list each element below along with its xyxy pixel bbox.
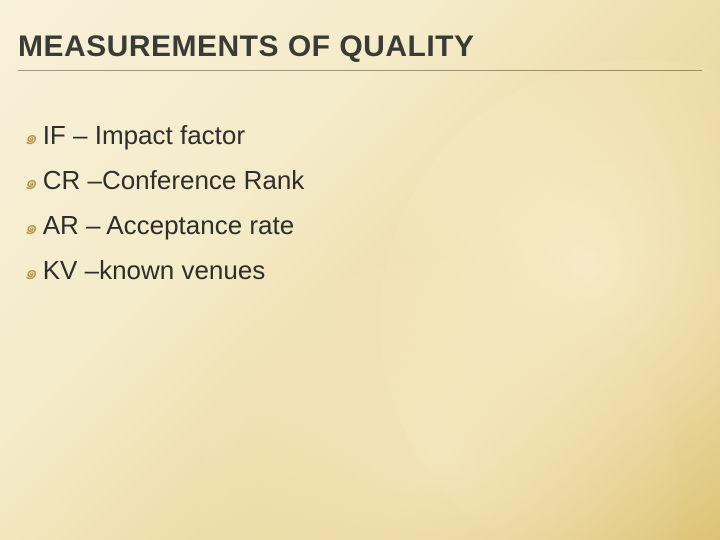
bullet-icon: ๑ — [24, 218, 37, 238]
bullet-text: AR – Acceptance rate — [43, 208, 294, 243]
list-item: ๑ AR – Acceptance rate — [24, 208, 680, 243]
bullet-text: KV –known venues — [43, 253, 266, 288]
bullet-icon: ๑ — [24, 128, 37, 148]
title-underline — [18, 70, 702, 71]
list-item: ๑ CR –Conference Rank — [24, 163, 680, 198]
bullet-icon: ๑ — [24, 173, 37, 193]
content-area: ๑ IF – Impact factor ๑ CR –Conference Ra… — [24, 118, 680, 298]
list-item: ๑ IF – Impact factor — [24, 118, 680, 153]
slide: MEASUREMENTS OF QUALITY ๑ IF – Impact fa… — [0, 0, 720, 540]
slide-title: MEASUREMENTS OF QUALITY — [18, 30, 702, 70]
bullet-icon: ๑ — [24, 263, 37, 283]
title-area: MEASUREMENTS OF QUALITY — [18, 30, 702, 71]
bullet-text: IF – Impact factor — [43, 118, 245, 153]
bullet-text: CR –Conference Rank — [43, 163, 305, 198]
list-item: ๑ KV –known venues — [24, 253, 680, 288]
